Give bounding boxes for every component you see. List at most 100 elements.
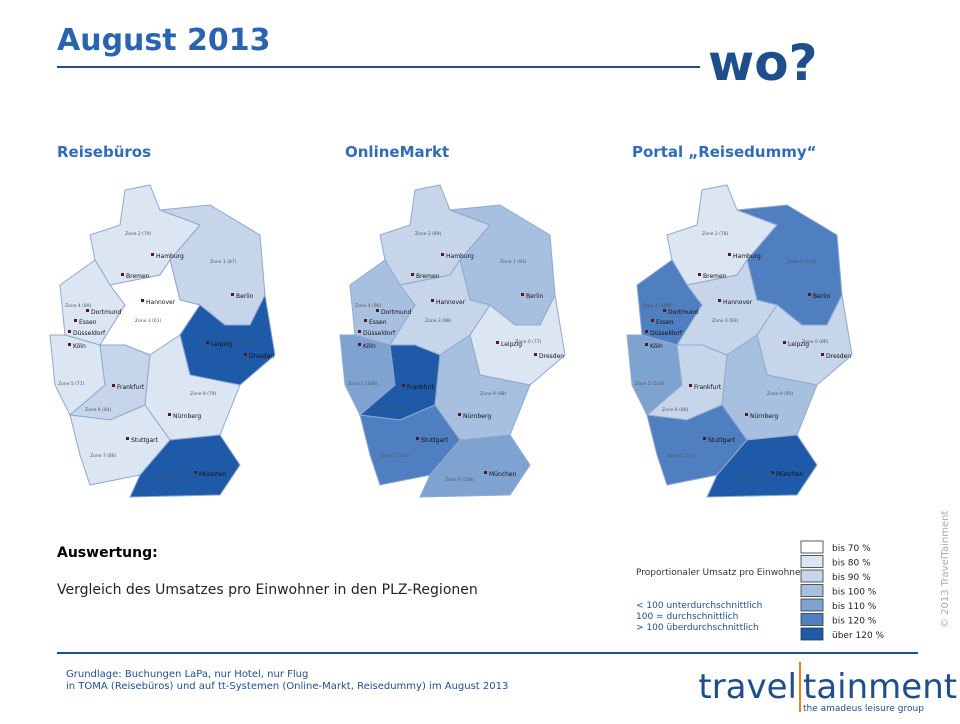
city-dot [112, 384, 115, 387]
city-label: Hamburg [156, 253, 184, 260]
city-dot [745, 413, 748, 416]
city-label: Köln [363, 343, 376, 350]
city-label: Nürnberg [173, 413, 201, 420]
map-zone [706, 434, 818, 498]
city-dot [411, 273, 414, 276]
city-label: Leipzig [501, 341, 522, 348]
city-label: Bremen [416, 273, 440, 280]
legend-label: bis 110 % [832, 602, 877, 612]
zone-label: Zone 5 (103) [635, 381, 665, 387]
city-label: Bremen [126, 273, 150, 280]
legend-swatch [800, 613, 824, 626]
city-label: Hamburg [733, 253, 761, 260]
city-dot [808, 293, 811, 296]
city-dot [376, 309, 379, 312]
map: Zone 2 (79) Zone 1 (87) Zone 4 (89) Zone 3 … [49, 184, 276, 498]
legend-swatch [800, 569, 824, 583]
zone-label: Zone 2 (79) [125, 231, 152, 237]
legend-note: > 100 überdurchschnittlich [636, 623, 759, 633]
city-dot [86, 309, 89, 312]
city-dot [121, 273, 124, 276]
city-dot [68, 343, 71, 346]
city-dot [689, 384, 692, 387]
city-dot [358, 343, 361, 346]
city-label: Dresden [826, 353, 851, 360]
city-label: Düsseldorf [73, 330, 106, 337]
city-label: Düsseldorf [650, 330, 683, 337]
city-dot [244, 353, 247, 356]
zone-label: Zone 3 (61) [135, 318, 162, 324]
city-dot [68, 330, 71, 333]
city-dot [821, 353, 824, 356]
city-label: Hannover [723, 299, 753, 306]
zone-label: Zone 5 (71) [58, 381, 85, 387]
logo-travel: travel [698, 667, 797, 707]
city-label: München [199, 471, 227, 478]
city-dot [698, 273, 701, 276]
city-dot [231, 293, 234, 296]
city-label: Stuttgart [421, 437, 449, 444]
city-label: Berlin [813, 293, 831, 300]
zone-label: Zone 9 (79) [190, 391, 217, 397]
city-label: Frankfurt [117, 384, 145, 391]
city-label: Frankfurt [407, 384, 435, 391]
evaluation-text: Vergleich des Umsatzes pro Einwohner in … [57, 582, 478, 598]
zone-label: Zone 6 (133) [375, 407, 405, 413]
map-title: Reisebüros [57, 143, 151, 161]
map: Zone 2 (89) Zone 1 (93) Zone 4 (96) Zone 3 … [339, 184, 566, 498]
city-dot [651, 319, 654, 322]
footer-line: Grundlage: Buchungen LaPa, nur Hotel, nu… [66, 669, 308, 680]
city-dot [783, 341, 786, 344]
city-label: München [776, 471, 804, 478]
city-label: Dortmund [381, 309, 412, 316]
city-label: Hamburg [446, 253, 474, 260]
zone-label: Zone 3 (88) [425, 318, 452, 324]
city-label: Berlin [526, 293, 544, 300]
zone-label: Zone 9 (95) [767, 391, 794, 397]
legend-label: bis 80 % [832, 559, 871, 569]
zone-label: Zone 4 (96) [355, 303, 382, 309]
city-dot [151, 253, 154, 256]
city-dot [496, 341, 499, 344]
legend: Proportionaler Umsatz pro Einwohner < 100… [636, 540, 885, 641]
city-label: Stuttgart [708, 437, 736, 444]
footer-line: in TOMA (Reisebüros) und auf tt-Systemen… [66, 681, 508, 692]
city-label: Leipzig [211, 341, 232, 348]
zone-label: Zone 4 (108) [642, 303, 672, 309]
zone-label: Zone 8 (131) [732, 477, 762, 483]
city-dot [126, 437, 129, 440]
city-label: Essen [79, 319, 97, 326]
map-zone [419, 434, 531, 498]
city-dot [771, 471, 774, 474]
city-label: Dresden [249, 353, 274, 360]
legend-swatch [800, 598, 824, 612]
city-label: Nürnberg [463, 413, 491, 420]
zone-label: Zone 1 (87) [210, 259, 237, 265]
legend-note: < 100 unterdurchschnittlich [636, 601, 762, 611]
city-label: Stuttgart [131, 437, 159, 444]
zone-label: Zone 0 (86) [802, 339, 829, 345]
evaluation-heading: Auswertung: [57, 545, 158, 561]
zone-label: Zone 7 (121) [380, 453, 410, 459]
city-dot [521, 293, 524, 296]
zone-label: Zone 8 (104) [445, 477, 475, 483]
city-label: Dresden [539, 353, 564, 360]
zone-label: Zone 0 (144) [225, 339, 255, 345]
city-dot [416, 437, 419, 440]
city-dot [645, 330, 648, 333]
legend-label: über 120 % [832, 631, 885, 641]
city-dot [718, 299, 721, 302]
city-dot [703, 437, 706, 440]
zone-label: Zone 8 (157) [155, 477, 185, 483]
zone-label: Zone 6 (84) [85, 407, 112, 413]
city-dot [358, 330, 361, 333]
logo-tainment: tainment [803, 667, 957, 707]
legend-caption: Proportionaler Umsatz pro Einwohner [636, 568, 805, 578]
city-label: Hannover [146, 299, 176, 306]
map: Zone 2 (78) Zone 1 (116) Zone 4 (108) Zone … [626, 184, 853, 498]
question: wo? [708, 34, 818, 92]
zone-label: Zone 4 (89) [65, 303, 92, 309]
city-dot [458, 413, 461, 416]
city-label: Düsseldorf [363, 330, 396, 337]
zone-label: Zone 1 (116) [787, 259, 817, 265]
